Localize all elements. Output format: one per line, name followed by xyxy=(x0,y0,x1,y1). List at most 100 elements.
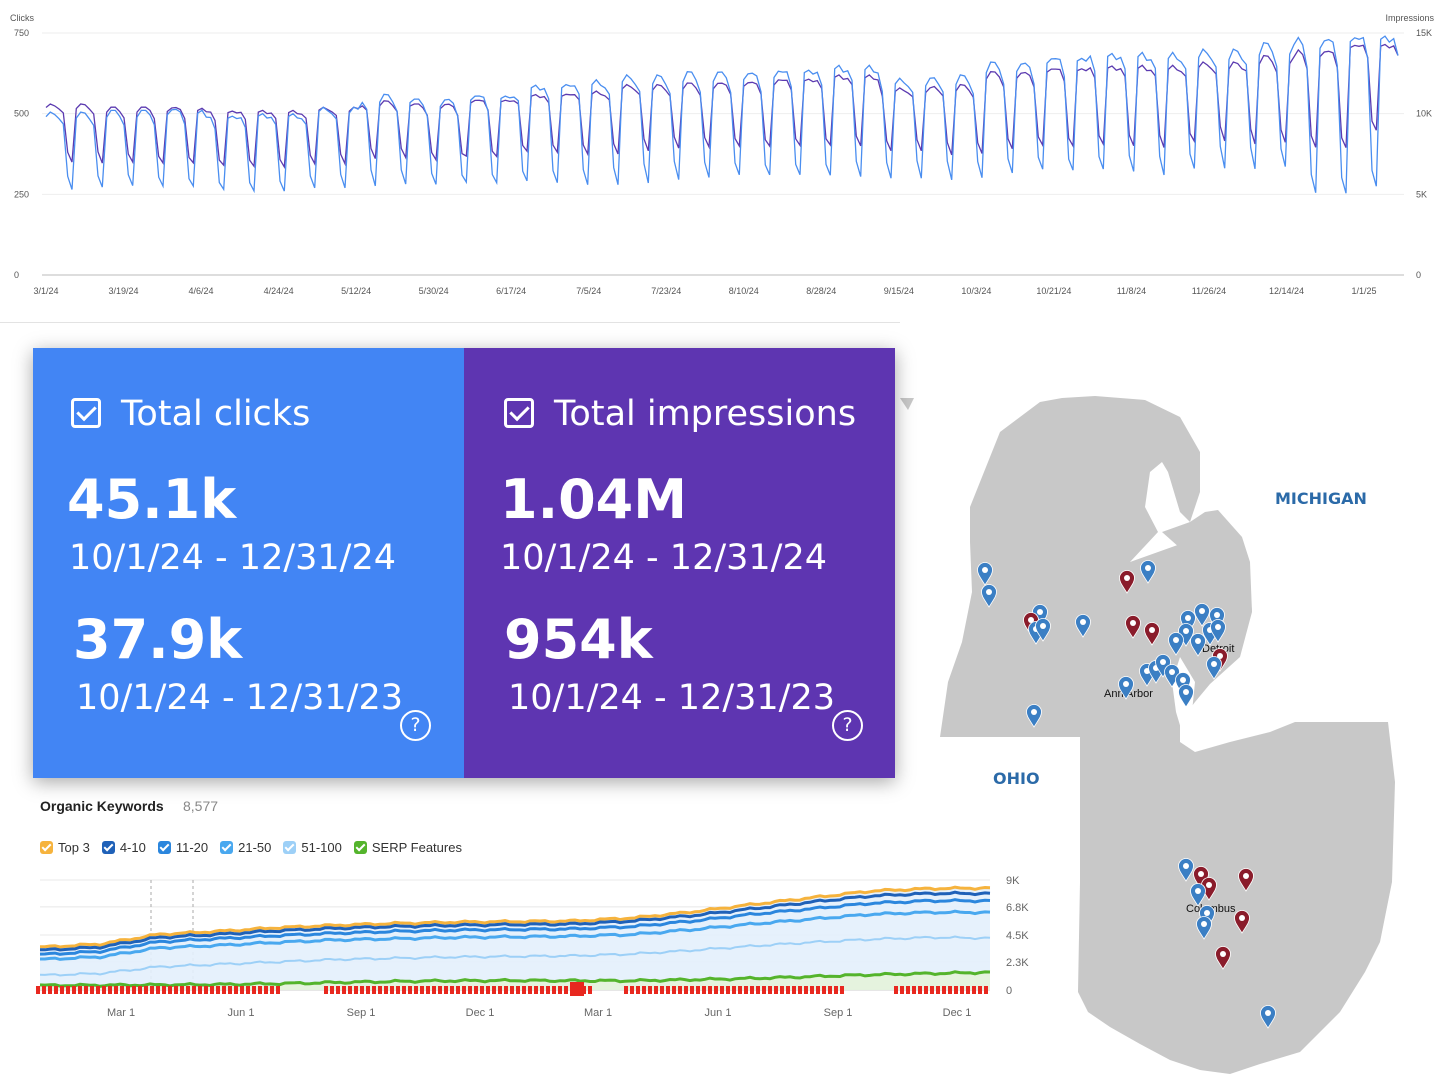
event-marker[interactable] xyxy=(384,986,388,994)
event-marker[interactable] xyxy=(474,986,478,994)
event-marker[interactable] xyxy=(510,986,514,994)
event-marker[interactable] xyxy=(330,986,334,994)
event-marker[interactable] xyxy=(174,986,178,994)
event-marker[interactable] xyxy=(444,986,448,994)
event-marker[interactable] xyxy=(408,986,412,994)
event-marker[interactable] xyxy=(480,986,484,994)
event-marker[interactable] xyxy=(726,986,730,994)
event-marker[interactable] xyxy=(462,986,466,994)
event-marker[interactable] xyxy=(822,986,826,994)
location-pin-icon[interactable] xyxy=(1118,676,1134,700)
event-marker[interactable] xyxy=(690,986,694,994)
event-marker[interactable] xyxy=(402,986,406,994)
event-marker[interactable] xyxy=(72,986,76,994)
help-icon[interactable]: ? xyxy=(832,710,863,741)
event-marker[interactable] xyxy=(762,986,766,994)
event-marker[interactable] xyxy=(198,986,202,994)
event-marker[interactable] xyxy=(834,986,838,994)
event-marker[interactable] xyxy=(54,986,58,994)
event-marker[interactable] xyxy=(624,986,628,994)
event-marker[interactable] xyxy=(222,986,226,994)
event-marker[interactable] xyxy=(714,986,718,994)
checkbox-checked-icon[interactable] xyxy=(504,398,534,428)
location-pin-icon[interactable] xyxy=(1178,684,1194,708)
event-marker[interactable] xyxy=(984,986,988,994)
event-marker[interactable] xyxy=(660,986,664,994)
event-marker[interactable] xyxy=(564,986,568,994)
event-marker[interactable] xyxy=(750,986,754,994)
event-marker[interactable] xyxy=(90,986,94,994)
location-pin-icon[interactable] xyxy=(1234,910,1250,934)
event-marker[interactable] xyxy=(684,986,688,994)
event-marker[interactable] xyxy=(66,986,70,994)
location-pin-icon[interactable] xyxy=(1210,619,1226,643)
event-marker[interactable] xyxy=(264,986,268,994)
event-marker[interactable] xyxy=(348,986,352,994)
location-pin-icon[interactable] xyxy=(1190,633,1206,657)
event-marker[interactable] xyxy=(732,986,736,994)
event-marker[interactable] xyxy=(708,986,712,994)
location-pin-icon[interactable] xyxy=(1206,656,1222,680)
event-marker[interactable] xyxy=(216,986,220,994)
event-marker[interactable] xyxy=(396,986,400,994)
checkbox-checked-icon[interactable] xyxy=(353,840,367,854)
event-marker[interactable] xyxy=(114,986,118,994)
event-marker[interactable] xyxy=(36,986,40,994)
checkbox-checked-icon[interactable] xyxy=(283,840,297,854)
event-marker[interactable] xyxy=(900,986,904,994)
event-marker[interactable] xyxy=(468,986,472,994)
legend-item[interactable]: 11-20 xyxy=(157,838,208,856)
location-pin-icon[interactable] xyxy=(1215,946,1231,970)
event-marker[interactable] xyxy=(60,986,64,994)
event-marker[interactable] xyxy=(648,986,652,994)
location-pin-icon[interactable] xyxy=(1026,704,1042,728)
event-marker[interactable] xyxy=(168,986,172,994)
location-pin-icon[interactable] xyxy=(1119,570,1135,594)
event-marker[interactable] xyxy=(678,986,682,994)
event-marker[interactable] xyxy=(138,986,142,994)
event-marker[interactable] xyxy=(486,986,490,994)
event-marker[interactable] xyxy=(498,986,502,994)
legend-item[interactable]: 4-10 xyxy=(101,838,146,856)
location-pin-icon[interactable] xyxy=(1144,622,1160,646)
event-marker[interactable] xyxy=(324,986,328,994)
event-marker[interactable] xyxy=(192,986,196,994)
event-marker[interactable] xyxy=(738,986,742,994)
event-marker[interactable] xyxy=(810,986,814,994)
event-marker[interactable] xyxy=(816,986,820,994)
event-marker[interactable] xyxy=(588,986,592,994)
event-marker[interactable] xyxy=(918,986,922,994)
event-marker[interactable] xyxy=(756,986,760,994)
event-marker[interactable] xyxy=(204,986,208,994)
event-marker[interactable] xyxy=(360,986,364,994)
event-marker[interactable] xyxy=(150,986,154,994)
event-marker[interactable] xyxy=(840,986,844,994)
event-marker[interactable] xyxy=(492,986,496,994)
checkbox-checked-icon[interactable] xyxy=(71,398,101,428)
event-marker[interactable] xyxy=(534,986,538,994)
event-marker[interactable] xyxy=(180,986,184,994)
location-pin-icon[interactable] xyxy=(1194,603,1210,627)
event-marker[interactable] xyxy=(672,986,676,994)
location-pin-icon[interactable] xyxy=(1075,614,1091,638)
event-marker[interactable] xyxy=(636,986,640,994)
event-marker[interactable] xyxy=(540,986,544,994)
event-marker[interactable] xyxy=(942,986,946,994)
event-marker[interactable] xyxy=(966,986,970,994)
event-marker[interactable] xyxy=(798,986,802,994)
event-marker[interactable] xyxy=(906,986,910,994)
event-marker[interactable] xyxy=(978,986,982,994)
event-marker[interactable] xyxy=(702,986,706,994)
event-marker[interactable] xyxy=(894,986,898,994)
location-pin-icon[interactable] xyxy=(977,562,993,586)
event-marker[interactable] xyxy=(246,986,250,994)
event-marker[interactable] xyxy=(252,986,256,994)
event-marker[interactable] xyxy=(156,986,160,994)
event-marker[interactable] xyxy=(930,986,934,994)
location-pin-icon[interactable] xyxy=(981,584,997,608)
checkbox-checked-icon[interactable] xyxy=(157,840,171,854)
event-marker[interactable] xyxy=(504,986,508,994)
event-marker[interactable] xyxy=(768,986,772,994)
event-marker[interactable] xyxy=(240,986,244,994)
event-marker[interactable] xyxy=(528,986,532,994)
